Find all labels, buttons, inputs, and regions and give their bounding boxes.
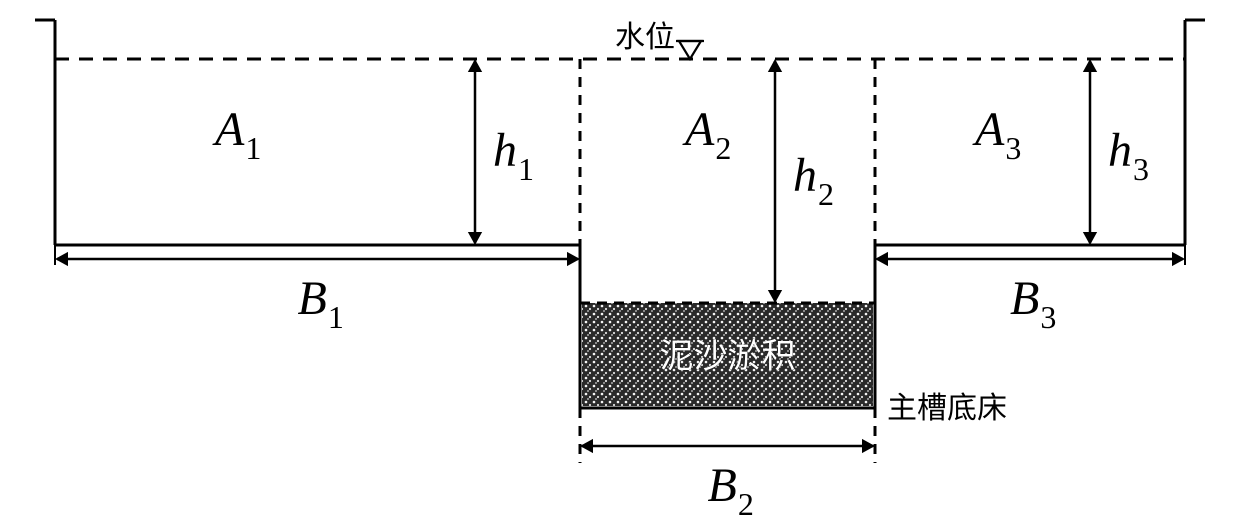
label-b1: B1 xyxy=(298,272,344,335)
label-h2: h2 xyxy=(793,149,834,212)
depth-arrows: h1 h2 h3 xyxy=(468,59,1149,303)
label-a1: A1 xyxy=(212,103,261,166)
label-b2: B2 xyxy=(708,459,754,521)
label-h3: h3 xyxy=(1108,124,1149,187)
label-a3: A3 xyxy=(972,103,1021,166)
sediment-label: 泥沙淤积 xyxy=(660,338,796,376)
bed-label: 主槽底床 xyxy=(887,392,1007,425)
area-labels: A1 A2 A3 xyxy=(212,103,1021,166)
water-level-marker: 水位 xyxy=(615,21,704,59)
label-b3: B3 xyxy=(1010,272,1056,335)
water-level-label: 水位 xyxy=(615,21,675,54)
label-h1: h1 xyxy=(493,124,534,187)
label-a2: A2 xyxy=(682,103,731,166)
